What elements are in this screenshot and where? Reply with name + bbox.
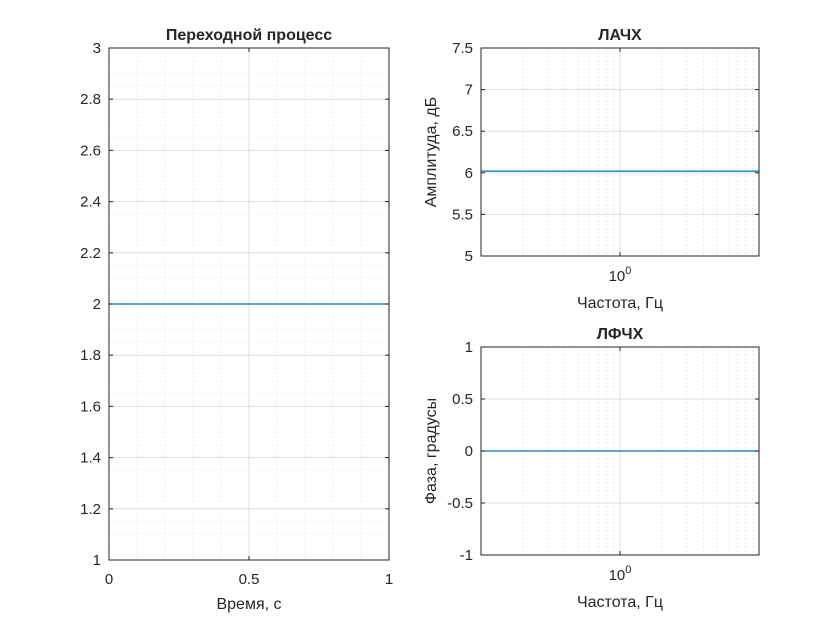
y-tick-label: 1.8 — [80, 347, 101, 364]
y-tick-label: 1.4 — [80, 450, 101, 467]
chart-1: 1 1.2 1.4 1.6 1.8 2 2.2 2.4 2.6 2.8 3 0 0.5 1 Переходн… — [80, 27, 393, 613]
x-tick-label: 100 — [609, 564, 632, 584]
chart-title: ЛФЧХ — [597, 326, 644, 343]
y-tick-label: 2 — [93, 296, 101, 313]
y-tick-label: 0.5 — [452, 391, 473, 408]
y-tick-label: -1 — [460, 547, 473, 564]
y-tick-label: 6 — [465, 165, 473, 182]
x-tick-label: 1 — [385, 571, 393, 588]
y-tick-label: 0 — [465, 443, 473, 460]
y-tick-label: 3 — [93, 40, 101, 57]
y-tick-label: 2.8 — [80, 91, 101, 108]
x-axis-label: Частота, Гц — [577, 295, 663, 312]
x-axis-label: Частота, Гц — [577, 594, 663, 611]
x-axis-label: Время, с — [216, 596, 281, 613]
y-tick-label: 1 — [465, 339, 473, 356]
y-tick-label: 1.2 — [80, 501, 101, 518]
x-tick-label: 100 — [609, 265, 632, 285]
y-tick-label: 2.2 — [80, 245, 101, 262]
chart-title: ЛАЧХ — [598, 27, 642, 44]
y-tick-label: 2.4 — [80, 194, 101, 211]
y-tick-label: 7.5 — [452, 40, 473, 57]
chart-2: 5 5.5 6 6.5 7 7.5 100 ЛАЧХ Частота, Гц Амплитуда,… — [423, 27, 760, 312]
y-axis-label: Амплитуда, дБ — [423, 97, 440, 208]
x-tick-label: 0.5 — [239, 571, 260, 588]
y-tick-label: 5.5 — [452, 206, 473, 223]
y-tick-label: 2.6 — [80, 142, 101, 159]
y-tick-label: 1 — [93, 552, 101, 569]
y-tick-label: 1.6 — [80, 398, 101, 415]
y-tick-label: -0.5 — [447, 495, 473, 512]
chart-3: -1 -0.5 0 0.5 1 100 ЛФЧХ Частота, Гц Фаза, граду… — [423, 326, 760, 611]
chart-title: Переходной процесс — [166, 27, 332, 44]
x-tick-label: 0 — [105, 571, 113, 588]
y-tick-label: 6.5 — [452, 123, 473, 140]
y-tick-label: 7 — [465, 82, 473, 99]
y-tick-label: 5 — [465, 248, 473, 265]
y-axis-label: Фаза, градусы — [423, 398, 440, 504]
